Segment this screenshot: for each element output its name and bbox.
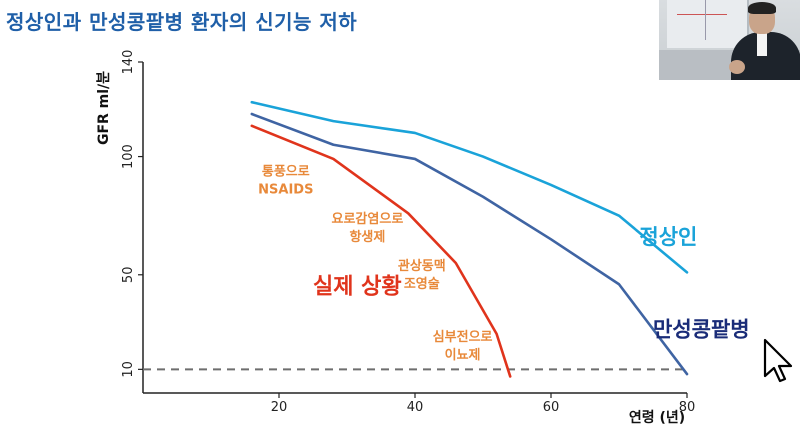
x-tick-label: 40 bbox=[407, 400, 424, 415]
series-line-normal bbox=[250, 100, 689, 274]
x-tick-label: 20 bbox=[271, 400, 288, 415]
presenter-video bbox=[659, 0, 800, 80]
series-label-actual: 실제 상황 bbox=[313, 275, 402, 300]
y-tick-label: 10 bbox=[121, 361, 136, 378]
series-label-ckd: 만성콩팥병 bbox=[653, 317, 750, 341]
x-axis-title: 연령 (년) bbox=[629, 410, 685, 426]
annotation-label: 조영술 bbox=[404, 277, 440, 292]
presenter-video-icon bbox=[729, 2, 800, 80]
series-label-normal: 정상인 bbox=[639, 225, 697, 249]
annotation-label: 이뇨제 bbox=[445, 347, 481, 363]
x-tick-label: 80 bbox=[679, 400, 696, 415]
annotation-label: NSAIDS bbox=[258, 182, 313, 197]
annotation-label: 관상동맥 bbox=[398, 258, 446, 274]
annotation-label: 심부전으로 bbox=[433, 329, 493, 345]
y-tick-label: 100 bbox=[121, 144, 136, 169]
y-axis-title: GFR ml/분 bbox=[96, 71, 112, 145]
annotation-label: 통풍으로 bbox=[262, 164, 310, 179]
series-line-actual bbox=[250, 124, 512, 378]
page-title: 정상인과 만성콩팥병 환자의 신기능 저하 bbox=[6, 10, 358, 34]
y-tick-label: 140 bbox=[121, 50, 136, 75]
mouse-pointer-icon bbox=[763, 338, 793, 383]
series-line-ckd bbox=[250, 112, 689, 376]
x-tick-label: 60 bbox=[543, 400, 560, 415]
annotation-label: 요로감염으로 bbox=[332, 211, 404, 227]
annotation-label: 항생제 bbox=[349, 229, 385, 245]
whiteboard bbox=[667, 0, 749, 48]
y-tick-label: 50 bbox=[121, 267, 136, 284]
